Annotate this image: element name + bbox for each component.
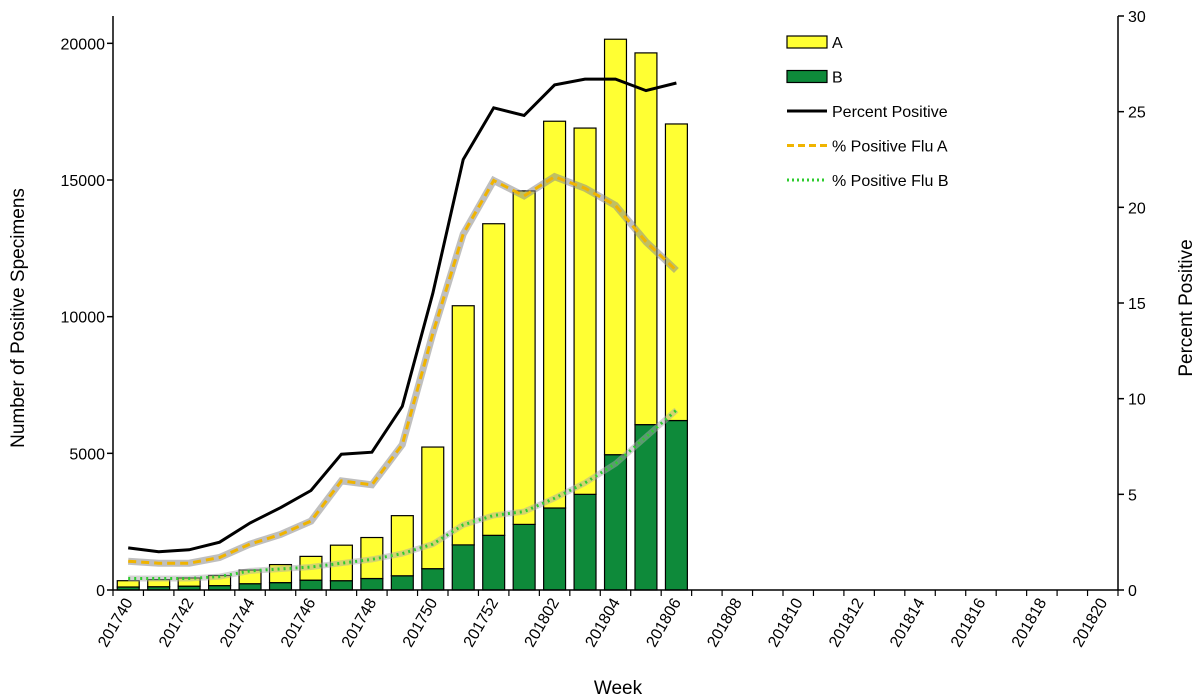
- bar-a-201802: [543, 120, 567, 509]
- line-flu-b: [128, 408, 678, 580]
- bar-a-201806: [664, 123, 688, 422]
- y2-tick-label: 5: [1128, 487, 1137, 504]
- y-tick-label: 15000: [61, 173, 106, 190]
- x-tick-label: 201816: [948, 595, 989, 650]
- bar-b-201804: [603, 454, 628, 591]
- x-tick-label: 201814: [887, 595, 928, 650]
- x-tick-label: 201820: [1070, 595, 1111, 650]
- line-percent-positive: [128, 77, 677, 554]
- bar-a-201804: [603, 38, 628, 456]
- y2-axis-title: Percent Positive: [1176, 239, 1197, 376]
- y2-tick-label: 20: [1128, 200, 1146, 217]
- bar-b-201752: [482, 534, 506, 591]
- x-tick-label: 201810: [765, 595, 806, 650]
- x-tick-label: 201806: [643, 595, 684, 650]
- x-axis-title: Week: [594, 678, 643, 699]
- x-tick-label: 201746: [278, 595, 319, 650]
- legend-label: % Positive Flu A: [832, 139, 948, 156]
- legend-label: A: [832, 35, 843, 52]
- y-tick-label: 10000: [61, 310, 106, 327]
- bar-a-201749: [390, 515, 414, 577]
- y-tick-label: 0: [96, 583, 105, 600]
- legend-label: B: [832, 70, 843, 87]
- bar-b-201805: [634, 424, 658, 591]
- bar-a-201750: [421, 446, 445, 570]
- bar-b-201803: [573, 493, 597, 591]
- x-tick-label: 201808: [704, 595, 745, 650]
- bar-b-201806: [664, 419, 688, 591]
- x-tick-label: 201750: [400, 595, 441, 650]
- bar-b-201802: [543, 507, 567, 591]
- bar-b-201746: [299, 579, 323, 591]
- x-tick-label: 201742: [156, 595, 197, 650]
- legend: A B Percent Positive % Positive Flu A % Posi…: [786, 35, 948, 190]
- legend-swatch: [786, 35, 828, 49]
- x-tick-label: 201740: [95, 595, 136, 650]
- bar-b-201745: [268, 582, 293, 591]
- y2-tick-label: 30: [1128, 9, 1146, 26]
- bar-b-201747: [329, 580, 353, 591]
- bar-a-201751: [451, 305, 475, 546]
- x-tick-label: 201812: [826, 595, 867, 650]
- line-series: [127, 77, 679, 582]
- bar-b-201749: [390, 575, 414, 591]
- y2-tick-label: 0: [1128, 583, 1137, 600]
- bar-b-201801: [512, 523, 536, 591]
- x-tick-label: 201748: [339, 595, 380, 650]
- y2-tick-label: 10: [1128, 392, 1146, 409]
- bar-b-201750: [421, 568, 445, 591]
- legend-label: Percent Positive: [832, 104, 948, 121]
- x-tick-label: 201802: [522, 595, 563, 650]
- x-tick-label: 201804: [583, 595, 624, 650]
- legend-label: % Positive Flu B: [832, 173, 948, 190]
- bar-a-201752: [482, 223, 506, 536]
- y-axis-title: Number of Positive Specimens: [8, 188, 29, 448]
- bar-a-201801: [512, 190, 536, 526]
- y-tick-label: 5000: [69, 446, 105, 463]
- bar-b-201744: [238, 583, 262, 591]
- y2-tick-label: 25: [1128, 105, 1146, 122]
- axes: [107, 15, 1124, 596]
- legend-swatch: [786, 69, 828, 84]
- x-tick-label: 201752: [461, 595, 502, 650]
- bar-b-201751: [451, 544, 475, 591]
- x-tick-label: 201818: [1009, 595, 1050, 650]
- x-tick-label: 201744: [217, 595, 258, 650]
- line-flu-a: [128, 175, 678, 565]
- y2-tick-label: 15: [1128, 296, 1146, 313]
- bar-a-201740: [116, 580, 140, 588]
- bar-a-201803: [573, 127, 597, 495]
- bar-series: [116, 38, 688, 591]
- bar-b-201748: [360, 577, 384, 591]
- y-tick-label: 20000: [61, 36, 106, 53]
